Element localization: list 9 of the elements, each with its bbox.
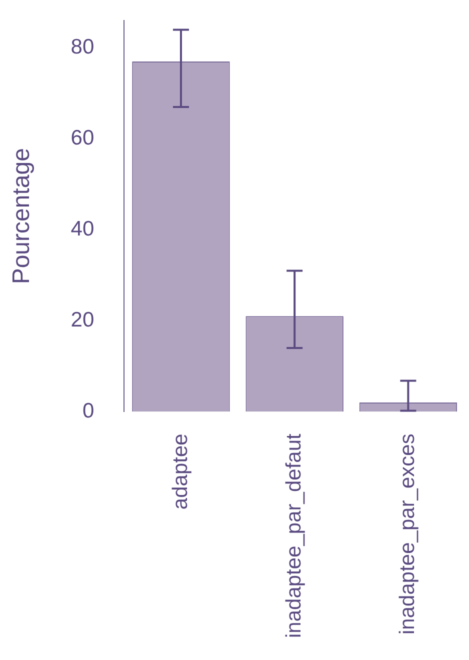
y-tick-label: 40 <box>70 218 94 241</box>
y-tick-label: 80 <box>70 36 94 59</box>
y-tick-label: 0 <box>82 399 94 422</box>
x-tick-label: inadaptee_par_exces <box>396 434 419 634</box>
y-axis-title: Pourcentage <box>8 148 36 284</box>
x-tick-label: inadaptee_par_defaut <box>282 433 306 638</box>
x-tick-label: adaptee <box>168 434 192 510</box>
y-tick-label: 60 <box>70 126 94 150</box>
y-tick-label: 20 <box>70 308 94 332</box>
